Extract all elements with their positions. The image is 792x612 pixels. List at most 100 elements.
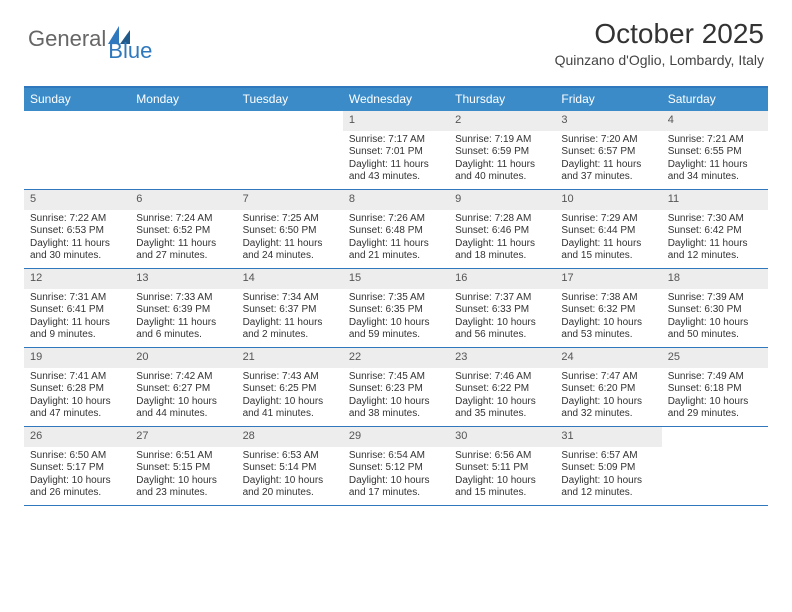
calendar-cell: 28Sunrise: 6:53 AMSunset: 5:14 PMDayligh… (237, 427, 343, 505)
sunrise-text: Sunrise: 7:21 AM (668, 134, 762, 147)
calendar-cell: 7Sunrise: 7:25 AMSunset: 6:50 PMDaylight… (237, 190, 343, 268)
calendar-cell: 11Sunrise: 7:30 AMSunset: 6:42 PMDayligh… (662, 190, 768, 268)
sunrise-text: Sunrise: 7:20 AM (561, 134, 655, 147)
day-number: 1 (343, 111, 449, 131)
daylight-text: Daylight: 10 hours and 29 minutes. (668, 396, 762, 421)
daylight-text: Daylight: 11 hours and 21 minutes. (349, 238, 443, 263)
day-info: Sunrise: 7:43 AMSunset: 6:25 PMDaylight:… (237, 368, 343, 425)
calendar-cell: 4Sunrise: 7:21 AMSunset: 6:55 PMDaylight… (662, 111, 768, 189)
calendar-cell (24, 111, 130, 189)
day-number: 14 (237, 269, 343, 289)
daylight-text: Daylight: 11 hours and 30 minutes. (30, 238, 124, 263)
sunrise-text: Sunrise: 6:53 AM (243, 450, 337, 463)
day-info: Sunrise: 6:50 AMSunset: 5:17 PMDaylight:… (24, 447, 130, 504)
day-info: Sunrise: 7:41 AMSunset: 6:28 PMDaylight:… (24, 368, 130, 425)
day-number: 20 (130, 348, 236, 368)
day-info: Sunrise: 7:21 AMSunset: 6:55 PMDaylight:… (662, 131, 768, 188)
daylight-text: Daylight: 10 hours and 50 minutes. (668, 317, 762, 342)
calendar-cell: 25Sunrise: 7:49 AMSunset: 6:18 PMDayligh… (662, 348, 768, 426)
calendar-cell: 16Sunrise: 7:37 AMSunset: 6:33 PMDayligh… (449, 269, 555, 347)
day-number: 26 (24, 427, 130, 447)
sunrise-text: Sunrise: 7:46 AM (455, 371, 549, 384)
calendar-week: 5Sunrise: 7:22 AMSunset: 6:53 PMDaylight… (24, 190, 768, 269)
day-info: Sunrise: 7:20 AMSunset: 6:57 PMDaylight:… (555, 131, 661, 188)
sunset-text: Sunset: 5:17 PM (30, 462, 124, 475)
calendar-cell: 24Sunrise: 7:47 AMSunset: 6:20 PMDayligh… (555, 348, 661, 426)
calendar-week: 19Sunrise: 7:41 AMSunset: 6:28 PMDayligh… (24, 348, 768, 427)
sunset-text: Sunset: 5:09 PM (561, 462, 655, 475)
sunrise-text: Sunrise: 7:26 AM (349, 213, 443, 226)
sunset-text: Sunset: 6:27 PM (136, 383, 230, 396)
sunrise-text: Sunrise: 7:47 AM (561, 371, 655, 384)
day-info: Sunrise: 7:24 AMSunset: 6:52 PMDaylight:… (130, 210, 236, 267)
brand-logo: General Blue (28, 26, 174, 52)
daylight-text: Daylight: 10 hours and 47 minutes. (30, 396, 124, 421)
calendar-cell: 18Sunrise: 7:39 AMSunset: 6:30 PMDayligh… (662, 269, 768, 347)
sunrise-text: Sunrise: 6:56 AM (455, 450, 549, 463)
day-number: 7 (237, 190, 343, 210)
daylight-text: Daylight: 10 hours and 35 minutes. (455, 396, 549, 421)
day-number: 12 (24, 269, 130, 289)
daylight-text: Daylight: 10 hours and 53 minutes. (561, 317, 655, 342)
day-name: Sunday (24, 88, 130, 111)
day-number: 23 (449, 348, 555, 368)
sunrise-text: Sunrise: 7:39 AM (668, 292, 762, 305)
day-info: Sunrise: 6:53 AMSunset: 5:14 PMDaylight:… (237, 447, 343, 504)
day-number: 28 (237, 427, 343, 447)
sunrise-text: Sunrise: 7:35 AM (349, 292, 443, 305)
day-name: Friday (555, 88, 661, 111)
day-number: 11 (662, 190, 768, 210)
sunset-text: Sunset: 6:44 PM (561, 225, 655, 238)
calendar-cell: 27Sunrise: 6:51 AMSunset: 5:15 PMDayligh… (130, 427, 236, 505)
calendar-cell: 20Sunrise: 7:42 AMSunset: 6:27 PMDayligh… (130, 348, 236, 426)
sunset-text: Sunset: 6:33 PM (455, 304, 549, 317)
daylight-text: Daylight: 11 hours and 9 minutes. (30, 317, 124, 342)
day-info: Sunrise: 7:49 AMSunset: 6:18 PMDaylight:… (662, 368, 768, 425)
calendar-cell: 19Sunrise: 7:41 AMSunset: 6:28 PMDayligh… (24, 348, 130, 426)
daylight-text: Daylight: 10 hours and 23 minutes. (136, 475, 230, 500)
sunrise-text: Sunrise: 6:50 AM (30, 450, 124, 463)
sunset-text: Sunset: 7:01 PM (349, 146, 443, 159)
day-number: 6 (130, 190, 236, 210)
day-number: 4 (662, 111, 768, 131)
sunrise-text: Sunrise: 7:41 AM (30, 371, 124, 384)
daylight-text: Daylight: 10 hours and 12 minutes. (561, 475, 655, 500)
sunset-text: Sunset: 6:35 PM (349, 304, 443, 317)
sunset-text: Sunset: 6:37 PM (243, 304, 337, 317)
day-info: Sunrise: 7:19 AMSunset: 6:59 PMDaylight:… (449, 131, 555, 188)
sunrise-text: Sunrise: 7:45 AM (349, 371, 443, 384)
sunrise-text: Sunrise: 7:19 AM (455, 134, 549, 147)
day-info: Sunrise: 7:26 AMSunset: 6:48 PMDaylight:… (343, 210, 449, 267)
daylight-text: Daylight: 11 hours and 43 minutes. (349, 159, 443, 184)
sunrise-text: Sunrise: 7:17 AM (349, 134, 443, 147)
sunset-text: Sunset: 5:12 PM (349, 462, 443, 475)
calendar-cell: 5Sunrise: 7:22 AMSunset: 6:53 PMDaylight… (24, 190, 130, 268)
day-info: Sunrise: 7:25 AMSunset: 6:50 PMDaylight:… (237, 210, 343, 267)
calendar-cell: 22Sunrise: 7:45 AMSunset: 6:23 PMDayligh… (343, 348, 449, 426)
sunset-text: Sunset: 6:28 PM (30, 383, 124, 396)
calendar-cell: 1Sunrise: 7:17 AMSunset: 7:01 PMDaylight… (343, 111, 449, 189)
day-number: 25 (662, 348, 768, 368)
sunset-text: Sunset: 6:50 PM (243, 225, 337, 238)
day-name: Tuesday (237, 88, 343, 111)
day-number: 27 (130, 427, 236, 447)
calendar-cell: 10Sunrise: 7:29 AMSunset: 6:44 PMDayligh… (555, 190, 661, 268)
day-info: Sunrise: 6:56 AMSunset: 5:11 PMDaylight:… (449, 447, 555, 504)
calendar-cell: 3Sunrise: 7:20 AMSunset: 6:57 PMDaylight… (555, 111, 661, 189)
daylight-text: Daylight: 10 hours and 15 minutes. (455, 475, 549, 500)
sunrise-text: Sunrise: 7:38 AM (561, 292, 655, 305)
day-info: Sunrise: 7:17 AMSunset: 7:01 PMDaylight:… (343, 131, 449, 188)
day-info: Sunrise: 7:33 AMSunset: 6:39 PMDaylight:… (130, 289, 236, 346)
day-info: Sunrise: 7:46 AMSunset: 6:22 PMDaylight:… (449, 368, 555, 425)
sunset-text: Sunset: 6:20 PM (561, 383, 655, 396)
sunrise-text: Sunrise: 7:37 AM (455, 292, 549, 305)
page-header: General Blue October 2025 Quinzano d'Ogl… (0, 0, 792, 74)
day-info: Sunrise: 6:54 AMSunset: 5:12 PMDaylight:… (343, 447, 449, 504)
sunrise-text: Sunrise: 7:34 AM (243, 292, 337, 305)
daylight-text: Daylight: 11 hours and 24 minutes. (243, 238, 337, 263)
day-number: 10 (555, 190, 661, 210)
day-info: Sunrise: 7:45 AMSunset: 6:23 PMDaylight:… (343, 368, 449, 425)
daylight-text: Daylight: 11 hours and 27 minutes. (136, 238, 230, 263)
sunrise-text: Sunrise: 7:25 AM (243, 213, 337, 226)
day-info: Sunrise: 7:47 AMSunset: 6:20 PMDaylight:… (555, 368, 661, 425)
